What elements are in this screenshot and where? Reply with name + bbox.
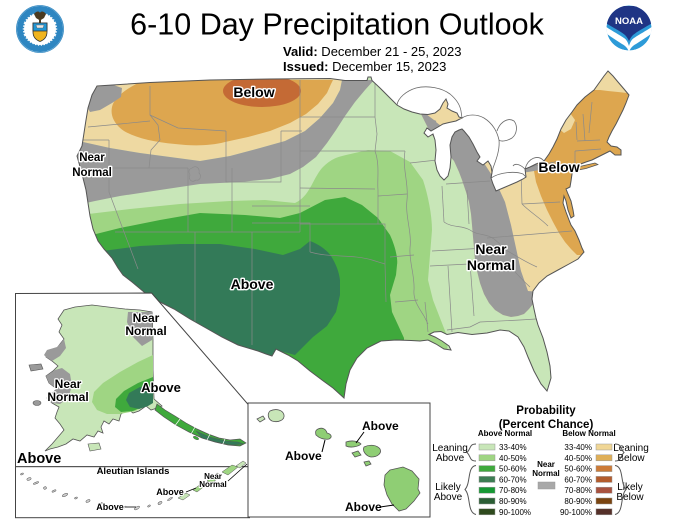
svg-text:Near: Near [475,241,507,257]
svg-text:70-80%: 70-80% [499,486,527,495]
svg-text:Above: Above [285,449,322,463]
svg-text:80-90%: 80-90% [499,497,527,506]
svg-text:Aleutian Islands: Aleutian Islands [97,466,170,477]
svg-text:Above: Above [96,502,124,512]
svg-text:Normal: Normal [467,257,515,273]
svg-text:Above Normal: Above Normal [478,429,532,438]
svg-text:60-70%: 60-70% [499,475,527,484]
svg-text:Valid: December 21 - 25, 2023: Valid: December 21 - 25, 2023 [283,44,462,59]
svg-text:(Percent Chance): (Percent Chance) [499,419,594,431]
svg-text:Near: Near [204,472,222,481]
svg-text:Normal: Normal [125,324,166,338]
svg-text:6-10 Day Precipitation Outlook: 6-10 Day Precipitation Outlook [130,8,544,42]
svg-text:40-50%: 40-50% [499,454,527,463]
svg-text:Above: Above [436,453,465,464]
svg-text:80-90%: 80-90% [564,497,592,506]
svg-text:Normal: Normal [72,167,112,179]
svg-text:Below: Below [538,159,579,175]
svg-text:Leaning: Leaning [613,443,649,454]
svg-text:50-60%: 50-60% [499,465,527,474]
svg-text:Above: Above [345,500,382,514]
svg-text:40-50%: 40-50% [564,454,592,463]
svg-text:Issued: December 15, 2023: Issued: December 15, 2023 [283,59,446,74]
svg-text:Below Normal: Below Normal [562,429,615,438]
svg-text:Near: Near [55,377,82,391]
svg-text:90-100%: 90-100% [499,508,531,517]
svg-text:33-40%: 33-40% [499,443,527,452]
svg-text:Above: Above [156,487,184,497]
svg-text:Likely: Likely [617,482,643,493]
svg-text:Probability: Probability [516,405,576,417]
svg-text:Above: Above [434,492,463,503]
svg-text:90-100%: 90-100% [560,508,592,517]
svg-text:50-60%: 50-60% [564,465,592,474]
svg-text:Near: Near [133,311,160,325]
svg-text:70-80%: 70-80% [564,486,592,495]
svg-text:Below: Below [233,84,274,100]
svg-text:Near: Near [79,152,105,164]
svg-text:Normal: Normal [532,469,560,478]
svg-text:Near: Near [537,460,555,469]
svg-text:Below: Below [617,453,645,464]
svg-text:Above: Above [362,419,399,433]
svg-text:Likely: Likely [435,482,461,493]
svg-text:Above: Above [141,380,181,395]
svg-text:Above: Above [17,451,61,467]
svg-text:33-40%: 33-40% [564,443,592,452]
svg-text:60-70%: 60-70% [564,475,592,484]
svg-text:Normal: Normal [199,480,227,489]
svg-text:Normal: Normal [47,390,88,404]
svg-text:Below: Below [616,492,644,503]
svg-text:Leaning: Leaning [432,443,468,454]
svg-text:NOAA: NOAA [615,16,643,27]
svg-text:Above: Above [231,276,274,292]
